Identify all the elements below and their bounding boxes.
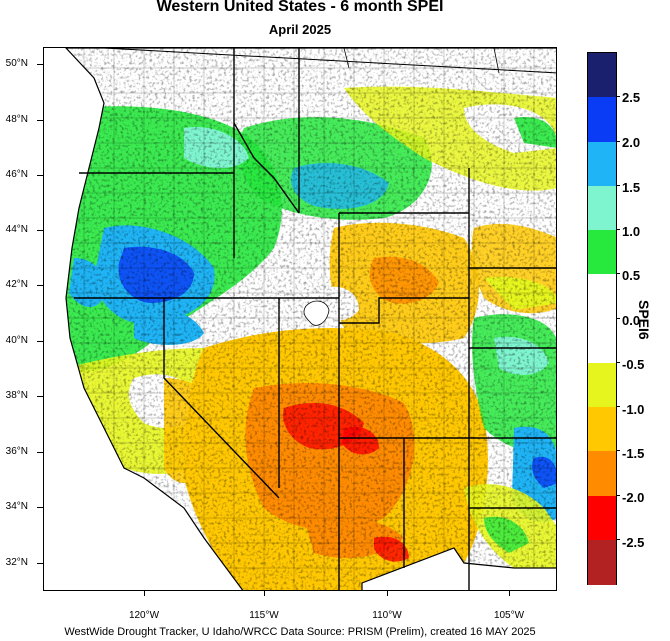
- colorbar-tick: [616, 538, 620, 540]
- lon-tick: [264, 590, 265, 596]
- colorbar-tick: [616, 494, 620, 496]
- great-salt-lake: [303, 300, 330, 326]
- colorbar: [587, 52, 617, 585]
- map-subtitle: April 2025: [268, 22, 332, 37]
- lat-tick: [37, 64, 43, 65]
- colorbar-label: -2.5: [622, 535, 645, 550]
- colorbar-label: 2.0: [622, 135, 641, 150]
- lat-tick: [37, 396, 43, 397]
- lat-label: 42°N: [5, 279, 28, 290]
- colorbar-tick: [616, 317, 620, 319]
- lon-tick: [509, 590, 510, 596]
- lon-tick: [144, 590, 145, 596]
- lat-tick: [37, 120, 43, 121]
- colorbar-tick: [616, 140, 620, 142]
- colorbar-label: 1.5: [622, 180, 641, 195]
- lat-tick: [37, 563, 43, 564]
- colorbar-label: 1.0: [622, 224, 641, 239]
- colorbar-label: 0.5: [622, 268, 641, 283]
- colorbar-segment: [588, 274, 616, 319]
- colorbar-segment: [588, 97, 616, 142]
- colorbar-tick: [616, 184, 620, 186]
- lon-label: 115°W: [249, 610, 279, 621]
- map-title: Western United States - 6 month SPEI: [156, 0, 444, 15]
- lon-tick: [387, 590, 388, 596]
- lat-label: 50°N: [5, 58, 28, 69]
- colorbar-segment: [588, 318, 616, 364]
- colorbar-segment: [588, 141, 616, 187]
- lat-label: 44°N: [5, 224, 28, 235]
- lat-tick: [37, 341, 43, 342]
- lat-label: 48°N: [5, 114, 28, 125]
- lat-label: 36°N: [5, 446, 28, 457]
- canada-border: [103, 48, 556, 74]
- lon-label: 105°W: [493, 610, 525, 621]
- colorbar-segment: [588, 53, 616, 98]
- lon-label: 110°W: [372, 610, 402, 621]
- colorbar-segment: [588, 451, 616, 496]
- lat-tick: [37, 507, 43, 508]
- colorbar-label: -0.5: [622, 357, 645, 372]
- colorbar-label: -2.0: [622, 490, 645, 505]
- colorbar-tick: [616, 406, 620, 407]
- colorbar-label: -1.5: [622, 446, 645, 461]
- lat-tick: [37, 452, 43, 453]
- lat-tick: [37, 230, 43, 231]
- colorbar-title: SPEI6: [636, 300, 652, 340]
- lon-label: 120°W: [128, 610, 160, 621]
- colorbar-label: 0.0: [622, 313, 641, 328]
- lat-label: 40°N: [5, 335, 28, 346]
- colorbar-label: -1.0: [622, 402, 645, 417]
- colorbar-segment: [588, 230, 616, 275]
- lat-tick: [37, 285, 43, 286]
- colorbar-segment: [588, 539, 616, 585]
- lat-label: 46°N: [5, 169, 28, 180]
- colorbar-label: 2.5: [622, 90, 641, 105]
- colorbar-segment: [588, 407, 616, 452]
- colorbar-segment: [588, 185, 616, 231]
- colorbar-tick: [616, 450, 620, 452]
- colorbar-segment: [588, 495, 616, 541]
- spei-map: [43, 47, 557, 591]
- lat-label: 34°N: [5, 501, 28, 512]
- footer-credit: WestWide Drought Tracker, U Idaho/WRCC D…: [64, 626, 536, 638]
- colorbar-tick: [616, 229, 620, 230]
- colorbar-tick: [616, 361, 620, 363]
- lat-tick: [37, 175, 43, 176]
- lat-label: 38°N: [5, 390, 28, 401]
- map-drawing: [44, 48, 556, 590]
- state-boundaries: [74, 48, 556, 590]
- colorbar-tick: [616, 96, 620, 98]
- colorbar-tick: [616, 273, 620, 275]
- colorbar-segment: [588, 362, 616, 408]
- lat-label: 32°N: [5, 557, 28, 568]
